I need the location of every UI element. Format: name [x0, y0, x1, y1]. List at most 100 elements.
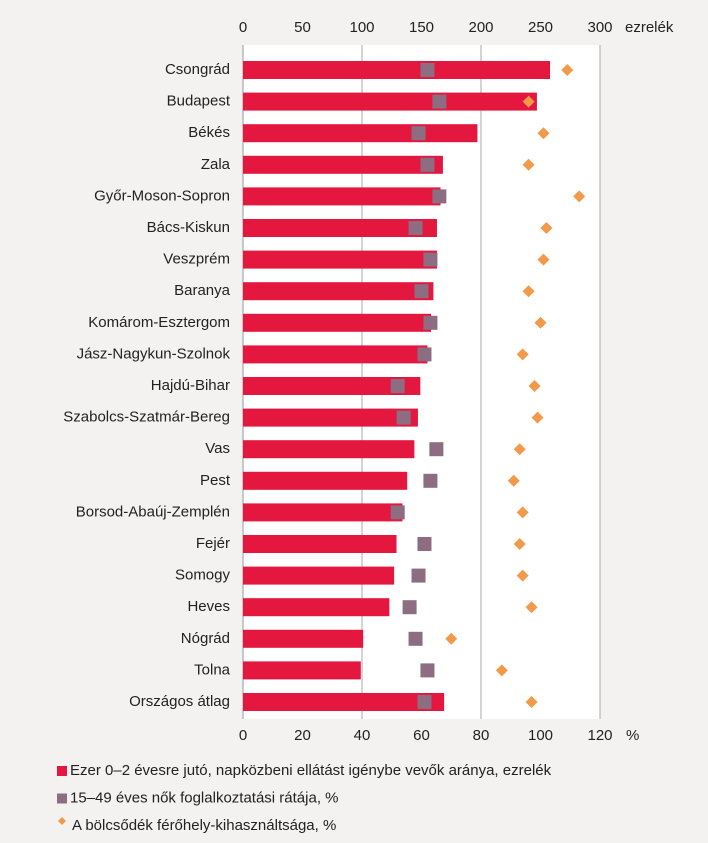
x-tick-label: 60: [413, 727, 430, 744]
y-tick-label: Vas: [205, 440, 230, 457]
bar: [243, 629, 364, 648]
square-marker: [429, 442, 444, 457]
bar: [243, 219, 437, 237]
diamond-marker: [561, 64, 574, 76]
x2-tick-label: 100: [349, 19, 374, 36]
x2-tick-label: 200: [468, 19, 493, 36]
diamond-marker: [522, 285, 535, 298]
x2-tick-label: 300: [587, 19, 612, 36]
y-tick-label: Pest: [200, 472, 231, 489]
diamond-marker: [516, 348, 529, 361]
square-marker: [402, 600, 417, 615]
x2-tick-label: 0: [239, 19, 247, 36]
y-tick-label: Nógrád: [181, 630, 230, 647]
x2-axis-label: ezrelék: [625, 19, 674, 36]
y-tick-label: Veszprém: [163, 251, 230, 268]
y-tick-label: Zala: [201, 156, 231, 173]
legend-marker: [57, 793, 67, 804]
bar: [243, 345, 428, 364]
bar: [243, 440, 415, 459]
bar: [243, 282, 434, 301]
diamond-marker: [513, 538, 526, 550]
diamond-marker: [537, 127, 550, 140]
bar: [243, 598, 390, 617]
y-tick-label: Budapest: [167, 93, 231, 110]
legend-marker: [57, 766, 67, 776]
x-tick-label: 120: [587, 727, 612, 744]
square-marker: [420, 663, 435, 678]
y-tick-label: Csongrád: [165, 61, 230, 78]
bar: [243, 124, 478, 143]
y-tick-label: Somogy: [175, 567, 231, 584]
diamond-marker: [522, 95, 535, 108]
bar: [243, 471, 408, 490]
bar: [243, 61, 551, 79]
bar: [243, 250, 437, 269]
diamond-marker: [516, 506, 529, 519]
x-axis-label: %: [626, 727, 639, 744]
square-marker: [420, 157, 435, 172]
diamond-marker: [507, 474, 520, 487]
diamond-marker: [522, 158, 535, 171]
y-tick-label: Komárom-Esztergom: [88, 314, 230, 331]
square-marker: [423, 473, 438, 488]
square-marker: [390, 379, 405, 393]
bar: [243, 503, 403, 522]
y-tick-label: Országos átlag: [129, 693, 230, 710]
square-marker: [417, 347, 432, 362]
diamond-marker: [495, 664, 508, 677]
bar: [243, 187, 441, 206]
bar: [243, 661, 361, 680]
y-tick-label: Bács-Kiskun: [147, 219, 230, 236]
y-tick-label: Szabolcs-Szatmár-Bereg: [63, 409, 230, 426]
square-marker: [432, 94, 447, 109]
legend-label: Ezer 0–2 évesre jutó, napközbeni ellátás…: [70, 762, 552, 779]
y-tick-label: Győr-Moson-Sopron: [94, 187, 230, 204]
square-marker: [411, 126, 426, 141]
square-marker: [411, 568, 426, 583]
x-tick-label: 40: [354, 727, 371, 744]
bar: [243, 693, 445, 711]
x2-tick-label: 250: [528, 19, 553, 36]
square-marker: [396, 410, 411, 425]
square-marker: [423, 252, 438, 267]
bar: [243, 535, 397, 553]
diamond-marker: [537, 253, 550, 266]
bar: [243, 408, 418, 427]
x2-tick-label: 150: [409, 19, 434, 36]
bar: [243, 92, 537, 111]
y-tick-label: Jász-Nagykun-Szolnok: [77, 345, 231, 362]
diamond-marker: [525, 601, 538, 614]
square-marker: [408, 221, 423, 235]
y-tick-label: Baranya: [174, 282, 231, 299]
diamond-marker: [445, 632, 458, 645]
x2-tick-label: 50: [294, 19, 311, 36]
diamond-marker: [525, 696, 538, 708]
square-marker: [423, 315, 438, 330]
x-tick-label: 80: [473, 727, 490, 744]
square-marker: [417, 537, 432, 551]
y-tick-label: Hajdú-Bihar: [151, 377, 230, 394]
diamond-marker: [531, 411, 544, 424]
x-tick-label: 0: [239, 727, 247, 744]
x-tick-label: 20: [294, 727, 311, 744]
y-tick-label: Tolna: [194, 661, 231, 678]
diamond-marker: [540, 222, 553, 234]
bar: [243, 313, 432, 332]
y-tick-label: Fejér: [196, 535, 230, 552]
square-marker: [432, 189, 447, 204]
y-tick-label: Heves: [187, 598, 230, 615]
x-tick-label: 100: [528, 727, 553, 744]
diamond-marker: [534, 316, 547, 329]
square-marker: [420, 63, 435, 77]
diamond-marker: [516, 569, 529, 582]
square-marker: [390, 505, 405, 520]
y-tick-label: Borsod-Abaúj-Zemplén: [76, 503, 230, 520]
bar: [243, 155, 443, 174]
square-marker: [414, 284, 429, 299]
y-tick-label: Békés: [188, 124, 230, 141]
bar: [243, 377, 421, 395]
diamond-marker: [528, 380, 541, 392]
diamond-marker: [573, 190, 586, 203]
